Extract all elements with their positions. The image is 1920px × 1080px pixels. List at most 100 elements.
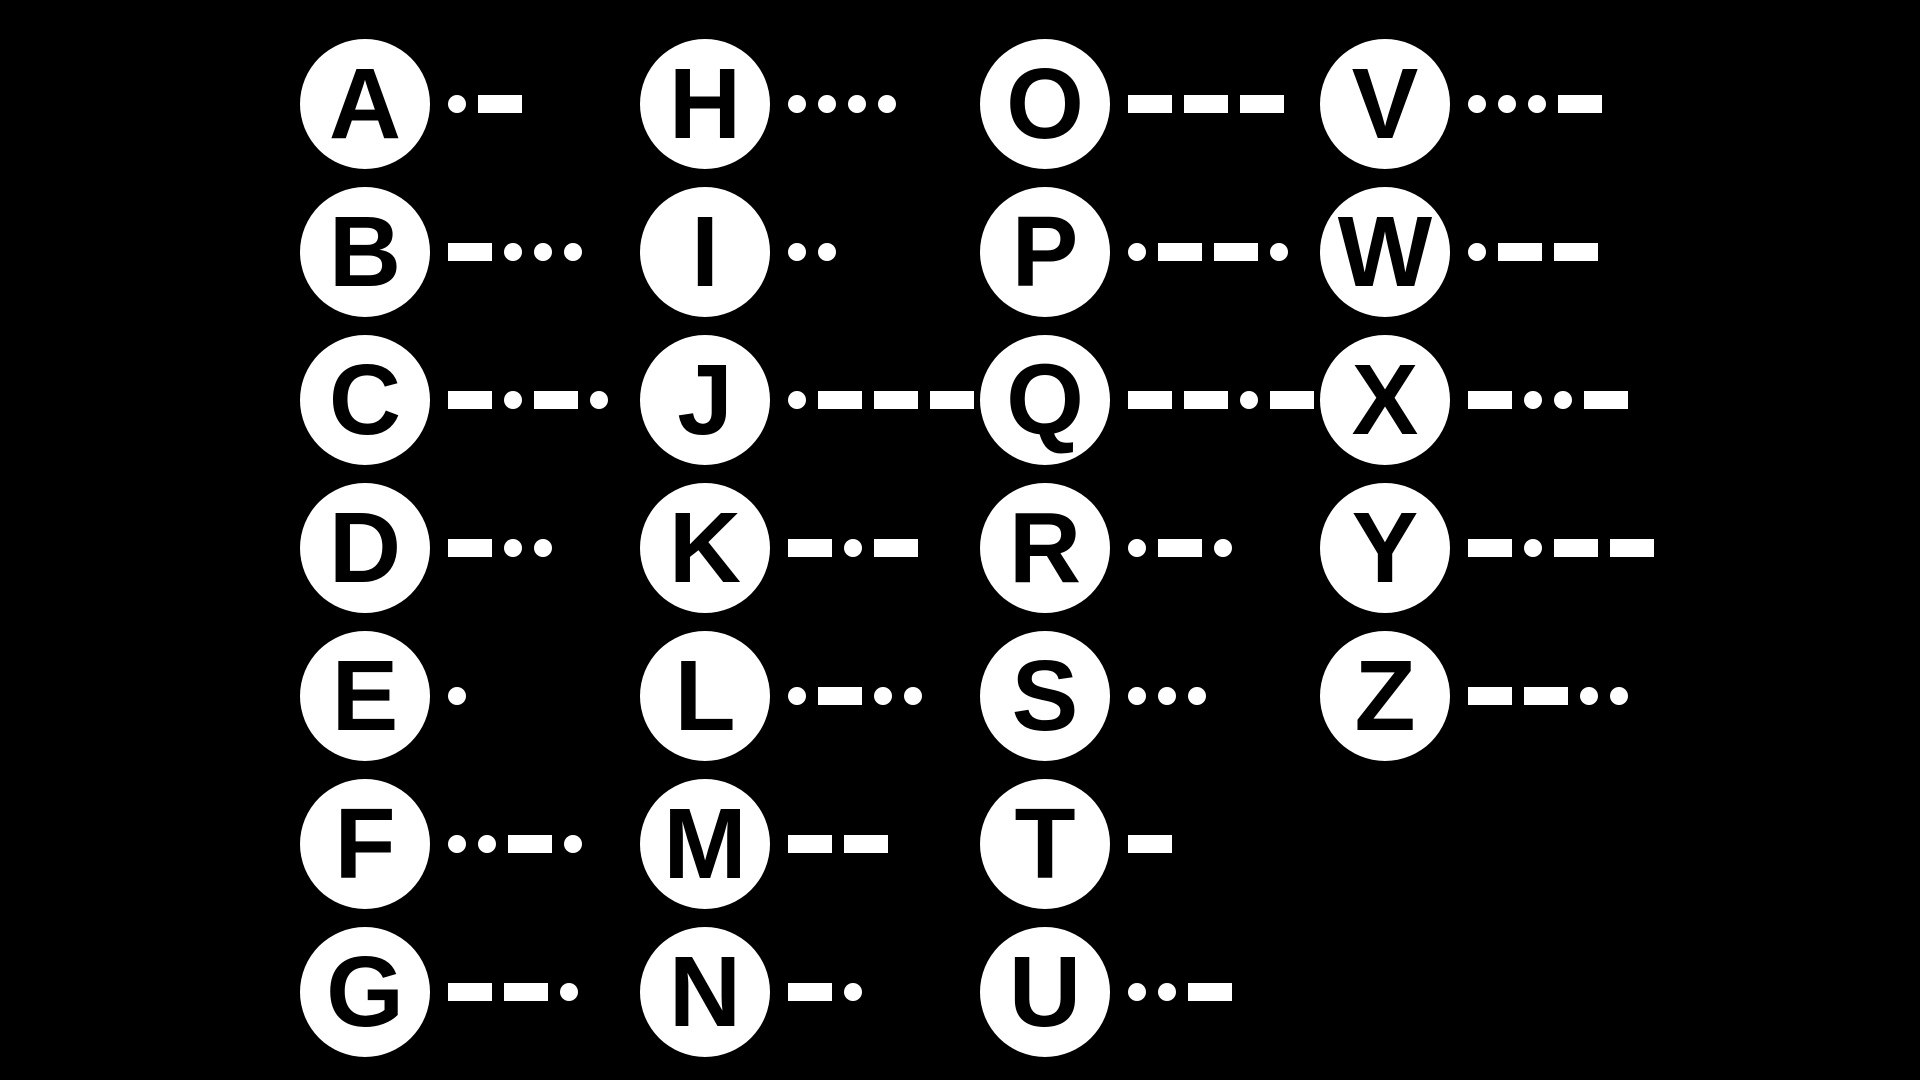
morse-row-k: K — [640, 474, 980, 622]
letter-g: G — [300, 927, 430, 1057]
dot-icon — [818, 243, 836, 261]
dash-icon — [818, 391, 862, 409]
morse-row-l: L — [640, 622, 980, 770]
column-3: OPQRSTU — [980, 30, 1320, 1066]
morse-code-b — [442, 243, 588, 261]
letter-v: V — [1320, 39, 1450, 169]
dot-icon — [504, 391, 522, 409]
morse-code-c — [442, 391, 614, 409]
dash-icon — [1558, 95, 1602, 113]
morse-row-x: X — [1320, 326, 1660, 474]
dash-icon — [1158, 539, 1202, 557]
morse-row-o: O — [980, 30, 1320, 178]
dash-icon — [1214, 243, 1258, 261]
dash-icon — [1270, 391, 1314, 409]
letter-b: B — [300, 187, 430, 317]
dash-icon — [1184, 95, 1228, 113]
dash-icon — [1128, 835, 1172, 853]
letter-w: W — [1320, 187, 1450, 317]
letter-k: K — [640, 483, 770, 613]
morse-code-q — [1122, 391, 1320, 409]
letter-p: P — [980, 187, 1110, 317]
dash-icon — [788, 539, 832, 557]
dot-icon — [848, 95, 866, 113]
letter-e: E — [300, 631, 430, 761]
letter-l: L — [640, 631, 770, 761]
morse-row-a: A — [300, 30, 614, 178]
morse-row-s: S — [980, 622, 1320, 770]
dot-icon — [1128, 243, 1146, 261]
letter-h: H — [640, 39, 770, 169]
dot-icon — [1128, 687, 1146, 705]
morse-code-v — [1462, 95, 1608, 113]
morse-row-w: W — [1320, 178, 1660, 326]
morse-code-w — [1462, 243, 1604, 261]
dot-icon — [448, 835, 466, 853]
morse-code-x — [1462, 391, 1634, 409]
dash-icon — [1184, 391, 1228, 409]
dot-icon — [534, 243, 552, 261]
dot-icon — [1240, 391, 1258, 409]
dash-icon — [448, 391, 492, 409]
dash-icon — [1128, 391, 1172, 409]
morse-row-c: C — [300, 326, 614, 474]
dot-icon — [844, 539, 862, 557]
morse-row-m: M — [640, 770, 980, 918]
dot-icon — [878, 95, 896, 113]
dot-icon — [1158, 687, 1176, 705]
column-1: ABCDEFG — [300, 30, 614, 1066]
dot-icon — [1580, 687, 1598, 705]
morse-code-l — [782, 687, 928, 705]
letter-f: F — [300, 779, 430, 909]
dash-icon — [448, 983, 492, 1001]
morse-code-k — [782, 539, 924, 557]
dot-icon — [818, 95, 836, 113]
dash-icon — [1240, 95, 1284, 113]
morse-code-d — [442, 539, 558, 557]
dot-icon — [1188, 687, 1206, 705]
morse-code-f — [442, 835, 588, 853]
letter-t: T — [980, 779, 1110, 909]
dot-icon — [788, 95, 806, 113]
dash-icon — [818, 687, 862, 705]
morse-row-y: Y — [1320, 474, 1660, 622]
morse-row-z: Z — [1320, 622, 1660, 770]
morse-row-t: T — [980, 770, 1320, 918]
letter-n: N — [640, 927, 770, 1057]
dot-icon — [564, 243, 582, 261]
morse-row-v: V — [1320, 30, 1660, 178]
letter-a: A — [300, 39, 430, 169]
letter-s: S — [980, 631, 1110, 761]
morse-code-e — [442, 687, 472, 705]
morse-row-h: H — [640, 30, 980, 178]
dot-icon — [1214, 539, 1232, 557]
dot-icon — [590, 391, 608, 409]
dot-icon — [1468, 243, 1486, 261]
dot-icon — [1128, 539, 1146, 557]
morse-row-e: E — [300, 622, 614, 770]
dash-icon — [1188, 983, 1232, 1001]
dash-icon — [1554, 243, 1598, 261]
letter-r: R — [980, 483, 1110, 613]
morse-row-g: G — [300, 918, 614, 1066]
dash-icon — [874, 391, 918, 409]
dot-icon — [788, 687, 806, 705]
morse-code-j — [782, 391, 980, 409]
letter-m: M — [640, 779, 770, 909]
dot-icon — [504, 243, 522, 261]
morse-code-u — [1122, 983, 1238, 1001]
dot-icon — [560, 983, 578, 1001]
letter-x: X — [1320, 335, 1450, 465]
dash-icon — [1498, 243, 1542, 261]
morse-code-t — [1122, 835, 1178, 853]
column-2: HIJKLMN — [640, 30, 980, 1066]
dash-icon — [504, 983, 548, 1001]
morse-code-n — [782, 983, 868, 1001]
dot-icon — [504, 539, 522, 557]
dot-icon — [844, 983, 862, 1001]
morse-code-o — [1122, 95, 1290, 113]
morse-row-j: J — [640, 326, 980, 474]
morse-code-p — [1122, 243, 1294, 261]
dot-icon — [448, 95, 466, 113]
dot-icon — [1524, 391, 1542, 409]
